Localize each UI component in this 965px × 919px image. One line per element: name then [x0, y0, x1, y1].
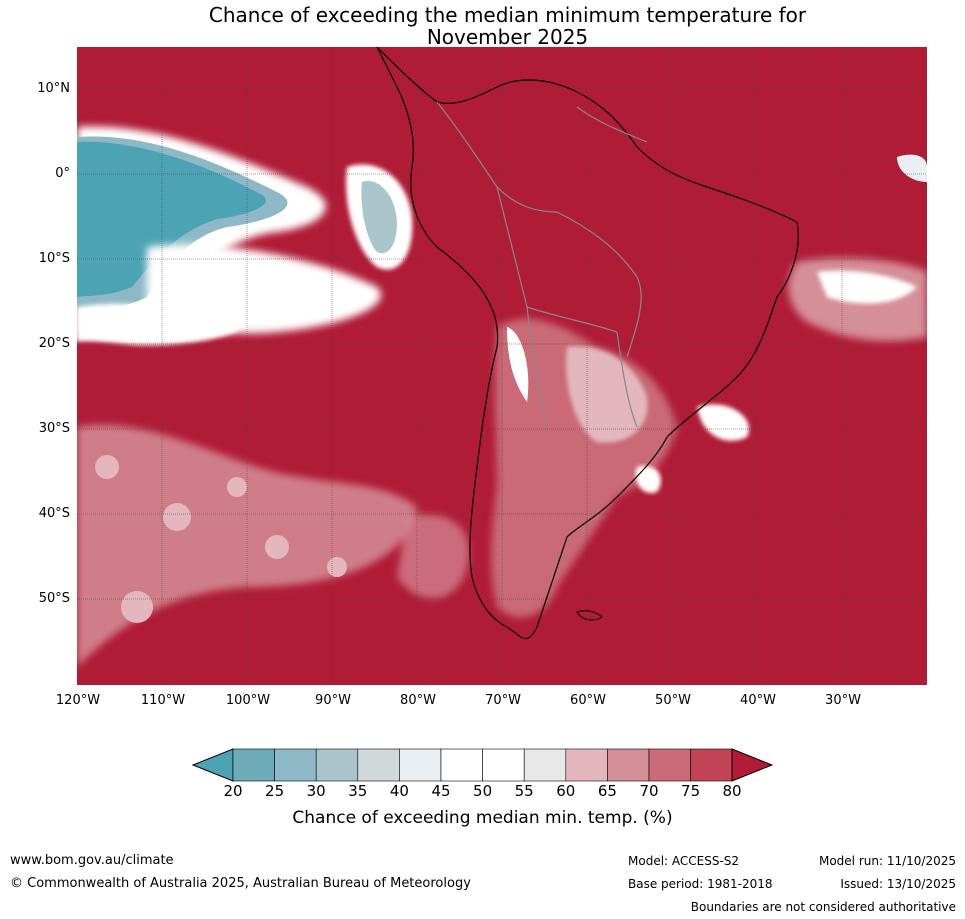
- colorbar-label-60: 60: [556, 782, 576, 800]
- lon-label-40w: 40°W: [740, 693, 776, 708]
- south-america-coastline: [376, 47, 799, 640]
- colorbar-label-75: 75: [681, 782, 701, 800]
- lon-label-30w: 30°W: [825, 693, 861, 708]
- colorbar-label-45: 45: [431, 782, 451, 800]
- lon-label-120w: 120°W: [55, 693, 101, 708]
- colorbar-bin-65-70: [607, 748, 650, 782]
- lon-label-90w: 90°W: [315, 693, 351, 708]
- colorbar-bin-75-80: [690, 748, 733, 782]
- colorbar-label-70: 70: [639, 782, 659, 800]
- footer-copyright: © Commonwealth of Australia 2025, Austra…: [10, 876, 471, 891]
- lat-label-20s: 20°S: [38, 336, 70, 351]
- lat-label-50s: 50°S: [38, 591, 70, 606]
- lat-label-0: 0°: [55, 166, 70, 181]
- lat-label-30s: 30°S: [38, 421, 70, 436]
- colorbar-label-40: 40: [389, 782, 409, 800]
- probability-map: [77, 47, 927, 685]
- country-borders: [436, 101, 648, 428]
- lat-label-40s: 40°S: [38, 506, 70, 521]
- graticule: [77, 47, 927, 685]
- colorbar-bin-20-25: [232, 748, 275, 782]
- footer-website: www.bom.gov.au/climate: [10, 853, 174, 868]
- colorbar-bin-25-30: [274, 748, 317, 782]
- colorbar-low-extension: [191, 748, 234, 782]
- colorbar-label-65: 65: [597, 782, 617, 800]
- footer-disclaimer: Boundaries are not considered authoritat…: [690, 900, 956, 914]
- colorbar-label-25: 25: [265, 782, 285, 800]
- lat-label-10s: 10°S: [38, 251, 70, 266]
- footer-base-period: Base period: 1981-2018: [628, 877, 773, 891]
- colorbar-bin-70-75: [648, 748, 691, 782]
- lon-label-60w: 60°W: [570, 693, 606, 708]
- falkland-islands: [576, 610, 603, 621]
- colorbar-bin-35-40: [357, 748, 400, 782]
- continental-moderate-anomaly: [491, 318, 677, 618]
- colorbar-label-35: 35: [348, 782, 368, 800]
- lon-label-70w: 70°W: [485, 693, 521, 708]
- colorbar-label-80: 80: [722, 782, 742, 800]
- footer-model-run: Model run: 11/10/2025: [818, 854, 956, 868]
- colorbar-label-30: 30: [306, 782, 326, 800]
- colorbar-label-20: 20: [223, 782, 243, 800]
- lon-label-110w: 110°W: [140, 693, 186, 708]
- lat-label-10n: 10°N: [37, 81, 70, 96]
- colorbar-bin-45-50: [440, 748, 483, 782]
- chart-title: Chance of exceeding the median minimum t…: [0, 4, 965, 48]
- colorbar-high-extension: [731, 748, 774, 782]
- colorbar-label-50: 50: [473, 782, 493, 800]
- title-line-2: November 2025: [426, 25, 589, 49]
- colorbar-bin-60-65: [565, 748, 608, 782]
- colorbar-label-55: 55: [514, 782, 534, 800]
- colorbar-bin-55-60: [523, 748, 567, 782]
- lon-label-80w: 80°W: [400, 693, 436, 708]
- colorbar-bin-50-55: [482, 748, 525, 782]
- colorbar: [191, 748, 774, 782]
- title-line-1: Chance of exceeding the median minimum t…: [208, 3, 807, 27]
- pacific-cool-anomaly: [77, 126, 413, 346]
- colorbar-bin-30-35: [315, 748, 359, 782]
- footer-issued: Issued: 13/10/2025: [840, 877, 956, 891]
- colorbar-bin-40-45: [399, 748, 442, 782]
- lon-label-100w: 100°W: [225, 693, 271, 708]
- colorbar-title: Chance of exceeding median min. temp. (%…: [292, 808, 673, 828]
- footer-model: Model: ACCESS-S2: [628, 854, 740, 868]
- lon-label-50w: 50°W: [655, 693, 691, 708]
